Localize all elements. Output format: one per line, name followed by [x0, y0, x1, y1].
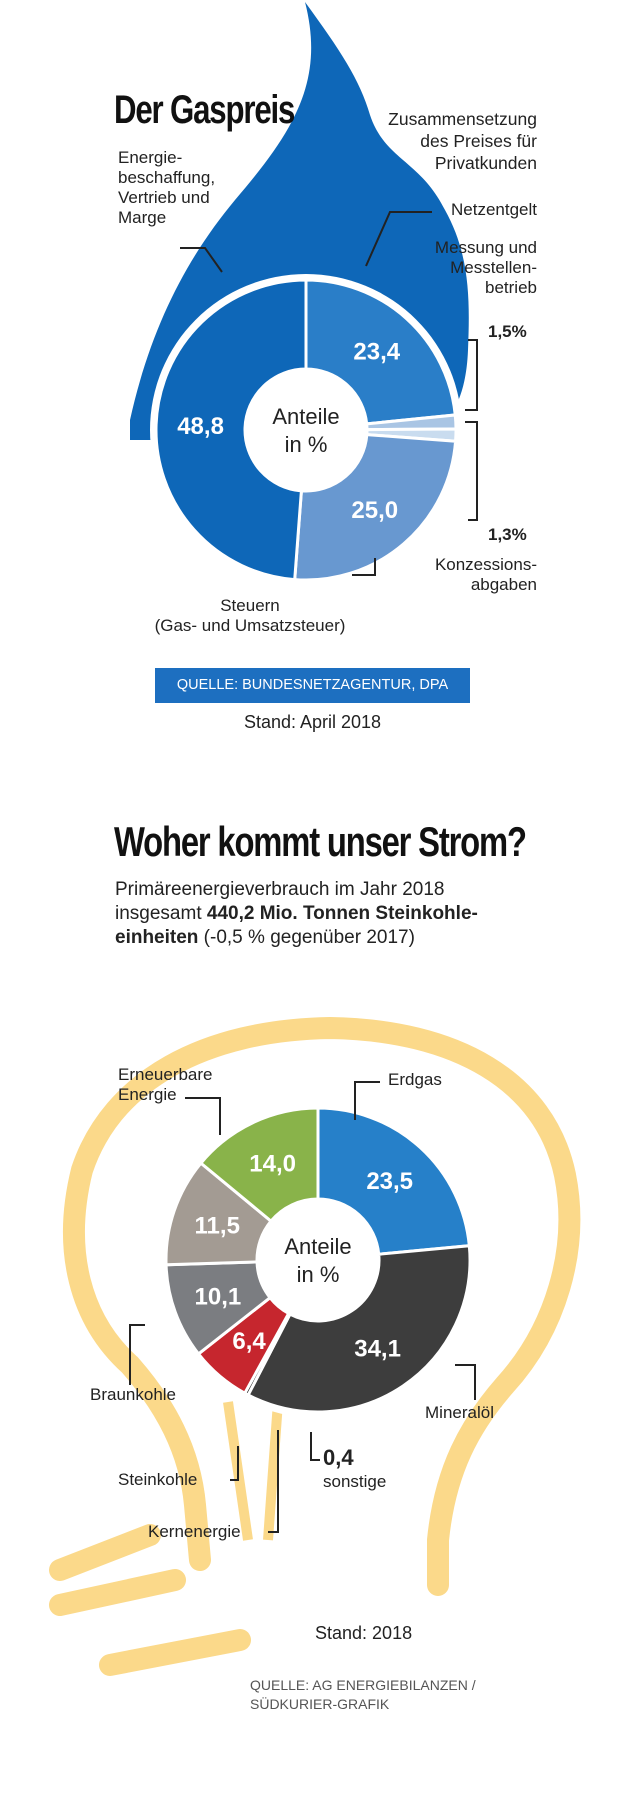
label-erneuerbar-line: Erneuerbare [118, 1065, 213, 1084]
gas-leader-lines [180, 211, 478, 576]
lightbulb-outline [49, 1017, 581, 1676]
leader-tax [352, 558, 376, 576]
label-network: Netzentgelt [451, 200, 537, 219]
label-concession-line: abgaben [470, 575, 537, 594]
subtitle-total: 440,2 Mio. Tonnen Steinkohle- [206, 903, 478, 924]
gas-source-bar: QUELLE: BUNDESNETZAGENTUR, DPA [155, 668, 470, 703]
subtitle-unit: einheiten [115, 927, 199, 948]
strom-source-line: SÜDKURIER-GRAFIK [250, 1696, 390, 1712]
leader-braun [129, 1324, 145, 1385]
strom-title: Woher kommt unser Strom? [114, 818, 527, 865]
bulb-thread-3 [99, 1629, 251, 1676]
strom-erneuerbar-value-label: 14,0 [249, 1151, 296, 1178]
subtitle-text: insgesamt [115, 903, 207, 924]
gas-tax-value-label: 25,0 [351, 497, 398, 524]
bulb-thread-1 [49, 1524, 161, 1581]
label-erdgas: Erdgas [388, 1070, 442, 1089]
gas-subtitle-line: des Preises für [420, 131, 537, 151]
gas-donut-hole [245, 369, 367, 491]
subtitle-change: (-0,5 % gegenüber 2017) [198, 927, 415, 948]
label-measure-line: Messtellen- [450, 258, 537, 277]
strom-mineraloel-value-label: 34,1 [354, 1335, 401, 1362]
gas-donut: 23,4 25,0 48,8 [154, 278, 458, 582]
strom-source-line: QUELLE: AG ENERGIEBILANZEN / [250, 1677, 476, 1693]
strom-stand: Stand: 2018 [315, 1623, 413, 1643]
label-measure-line: betrieb [485, 278, 537, 297]
strom-subtitle: Primäreenergieverbrauch im Jahr 2018 ins… [115, 878, 575, 950]
leader-kern [268, 1430, 279, 1533]
bulb-thread-2 [49, 1569, 186, 1616]
leader-sonstige [310, 1432, 320, 1461]
label-measure-line: Messung und [434, 238, 537, 257]
strom-subtitle-line-2: insgesamt 440,2 Mio. Tonnen Steinkohle- [115, 902, 575, 926]
label-erneuerbar: Erneuerbare Energie [118, 1065, 278, 1105]
gas-title: Der Gaspreis [114, 88, 295, 132]
gas-energy-value-label: 48,8 [177, 413, 224, 440]
center-label-line: Anteile [272, 404, 339, 429]
strom-donut-hole [257, 1199, 379, 1321]
strom-erdgas-value-label: 23,5 [366, 1168, 413, 1195]
label-concession-value: 1,3% [488, 525, 527, 544]
strom-subtitle-line-1: Primäreenergieverbrauch im Jahr 2018 [115, 879, 445, 900]
strom-leader-lines [129, 1081, 476, 1533]
leader-measure [465, 339, 478, 411]
leader-stein [230, 1446, 239, 1481]
leader-network [365, 211, 432, 267]
label-sonstige-value: 0,4 [323, 1445, 354, 1470]
gas-subtitle-line: Zusammensetzung [388, 109, 537, 129]
gas-subtitle-line: Privatkunden [434, 153, 537, 173]
leader-erneuerbar [185, 1097, 221, 1135]
label-mineraloel: Mineralöl [425, 1403, 494, 1422]
strom-kern-value-label: 6,4 [232, 1328, 266, 1355]
center-label-line: Anteile [284, 1234, 351, 1259]
label-tax-line: (Gas- und Umsatzsteuer) [154, 616, 346, 635]
center-label-line: in % [297, 1262, 340, 1287]
label-energy: Energie- beschaffung, Vertrieb und Marge [118, 148, 278, 228]
gas-stand: Stand: April 2018 [243, 712, 382, 732]
label-kern: Kernenergie [148, 1522, 241, 1541]
strom-donut: 23,5 34,1 6,4 10,1 11,5 14,0 [164, 1106, 472, 1414]
strom-braun-value-label: 11,5 [195, 1213, 240, 1240]
leader-mineraloel [455, 1364, 476, 1400]
leader-energy [180, 247, 223, 273]
bulb-filament [223, 1401, 283, 1541]
label-energy-line: Marge [118, 208, 167, 227]
label-measure: Messung und Messtellen- betrieb [380, 238, 537, 298]
label-energy-line: beschaffung, [118, 168, 216, 187]
label-energy-line: Energie- [118, 148, 183, 167]
label-braun: Braunkohle [90, 1385, 177, 1404]
strom-subtitle-line-3: einheiten (-0,5 % gegenüber 2017) [115, 926, 575, 950]
label-stein: Steinkohle [118, 1470, 198, 1489]
leader-erdgas [354, 1081, 380, 1120]
center-label-line: in % [285, 432, 328, 457]
label-tax: Steuern (Gas- und Umsatzsteuer) [130, 596, 370, 636]
strom-stein-value-label: 10,1 [195, 1283, 242, 1310]
strom-source: QUELLE: AG ENERGIEBILANZEN / SÜDKURIER-G… [250, 1676, 476, 1714]
label-concession-line: Konzessions- [434, 555, 537, 574]
label-energy-line: Vertrieb und [118, 188, 210, 207]
label-tax-line: Steuern [220, 596, 280, 615]
gas-network-value-label: 23,4 [353, 339, 400, 366]
gas-subtitle: Zusammensetzung des Preises für Privatku… [300, 108, 537, 174]
leader-concession [465, 421, 478, 521]
label-erneuerbar-line: Energie [118, 1085, 177, 1104]
label-sonstige: sonstige [323, 1472, 387, 1491]
label-concession: Konzessions- abgaben [400, 555, 537, 595]
label-measure-value: 1,5% [488, 322, 527, 341]
